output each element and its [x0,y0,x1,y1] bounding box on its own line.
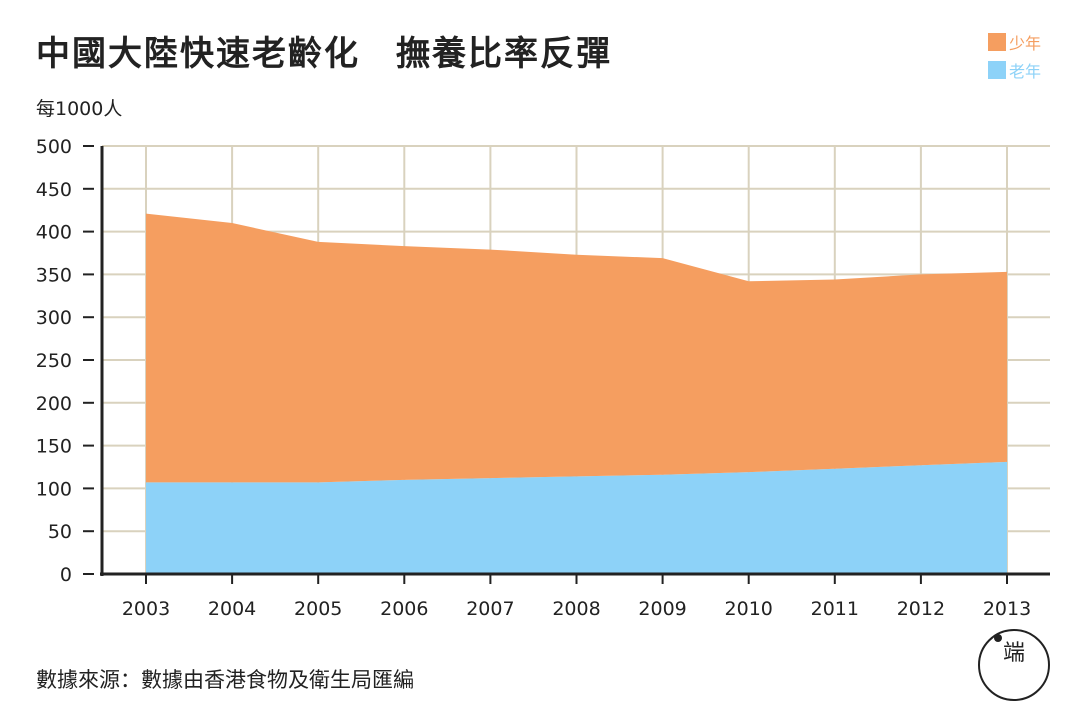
area-series-0 [146,461,1007,574]
x-tick-label-2007: 2007 [466,598,514,620]
y-tick-label-400: 400 [36,222,72,244]
legend-swatch-elderly [988,61,1006,79]
logo-glyph: 端 [1003,641,1025,666]
y-tick-label-450: 450 [36,179,72,201]
x-tick-label-2005: 2005 [294,598,342,620]
y-tick-label-100: 100 [36,478,72,500]
y-tick-label-300: 300 [36,307,72,329]
y-tick-label-50: 50 [48,521,72,543]
y-tick-label-250: 250 [36,350,72,372]
y-axis-unit-label: 每1000人 [36,98,123,120]
legend-item-elderly: 老年 [988,56,1041,84]
legend: 少年 老年 [988,28,1041,84]
y-tick-label-500: 500 [36,136,72,158]
x-tick-label-2009: 2009 [638,598,686,620]
x-tick-label-2011: 2011 [811,598,859,620]
x-tick-label-2006: 2006 [380,598,428,620]
y-tick-label-200: 200 [36,393,72,415]
x-tick-label-2010: 2010 [725,598,773,620]
chart-title: 中國大陸快速老齡化 撫養比率反彈 [36,34,612,74]
y-tick-label-0: 0 [60,564,72,586]
x-tick-label-2004: 2004 [208,598,256,620]
initium-logo-icon: 端 [978,629,1050,701]
y-tick-label-350: 350 [36,264,72,286]
legend-item-youth: 少年 [988,28,1041,56]
data-source-note: 數據來源：數據由香港食物及衛生局匯編 [36,668,414,692]
x-tick-label-2013: 2013 [983,598,1031,620]
x-tick-label-2012: 2012 [897,598,945,620]
legend-swatch-youth [988,33,1006,51]
y-tick-label-150: 150 [36,436,72,458]
area-series-1 [146,213,1007,483]
x-tick-label-2008: 2008 [552,598,600,620]
x-tick-label-2003: 2003 [122,598,170,620]
legend-label-youth: 少年 [1009,34,1042,53]
legend-label-elderly: 老年 [1009,62,1042,81]
